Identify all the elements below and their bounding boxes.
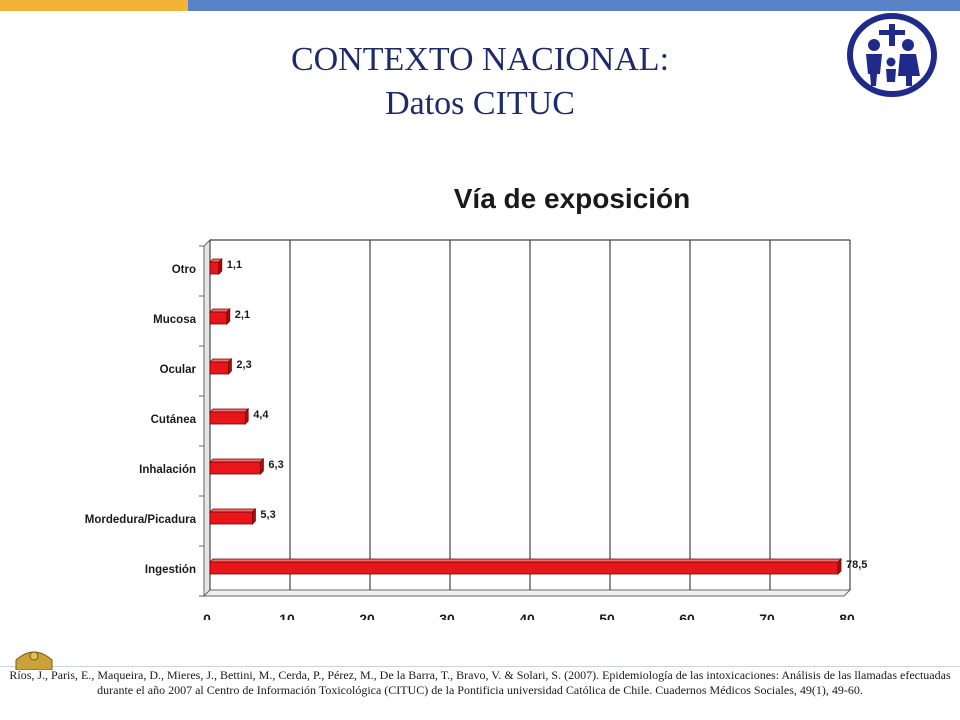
bar-side-face (252, 508, 256, 525)
citation-text: Ríos, J., Paris, E., Maqueira, D., Miere… (9, 668, 951, 697)
x-tick-label: 60 (679, 611, 695, 620)
x-tick-label: 40 (519, 611, 535, 620)
chart-bars (209, 258, 842, 575)
x-tick-label: 70 (759, 611, 775, 620)
category-label: Inhalación (139, 464, 196, 476)
bar-side-face (218, 258, 223, 275)
category-label: Cutánea (151, 414, 197, 426)
category-label: Otro (172, 264, 196, 276)
bar-side-face (244, 408, 249, 425)
chart-labels: 0 10 20 30 40 50 60 70 80 Otro 1,1 Mucosa 2,1 Ocular 2… (85, 259, 868, 620)
x-tick-label: 20 (359, 611, 375, 620)
bar-top-face (209, 558, 842, 563)
bar (209, 311, 228, 325)
bar-side-face (226, 308, 231, 325)
bar (209, 361, 229, 375)
bar-top-face (209, 508, 257, 513)
data-label: 1,1 (227, 259, 242, 271)
footer-divider (0, 666, 960, 667)
x-tick-label: 0 (203, 611, 211, 620)
x-tick-label: 50 (599, 611, 615, 620)
bar (209, 261, 220, 275)
data-label: 2,1 (235, 309, 250, 321)
chart-grid (199, 238, 852, 598)
family-church-logo-icon (847, 13, 937, 97)
crest-emblem-icon (15, 651, 53, 670)
data-label: 78,5 (846, 559, 867, 571)
top-accent-bar-gold (0, 0, 188, 11)
data-label: 6,3 (268, 459, 283, 471)
x-tick-label: 80 (839, 611, 855, 620)
bar (209, 411, 246, 425)
title-line-1: CONTEXTO NACIONAL: (290, 41, 670, 78)
top-accent-bar-blue (188, 0, 960, 11)
category-label: Ocular (160, 364, 197, 376)
category-label: Ingestión (145, 564, 196, 576)
bar-top-face (209, 408, 250, 413)
bar-side-face (837, 558, 842, 575)
x-tick-label: 10 (279, 611, 295, 620)
bar (209, 561, 839, 575)
bar-top-face (209, 458, 265, 463)
x-tick-label: 30 (439, 611, 455, 620)
bar (209, 511, 253, 525)
data-label: 4,4 (253, 409, 269, 421)
bar-side-face (260, 458, 264, 475)
data-label: 2,3 (236, 359, 251, 371)
chart-title: Vía de exposición (454, 183, 691, 214)
bar-side-face (228, 358, 232, 375)
chart-left-wall (203, 238, 211, 598)
exposure-route-chart: Vía de exposición 0 10 20 30 40 50 60 70 80 Otro 1… (85, 183, 868, 620)
bar-top-face (209, 358, 233, 363)
category-label: Mucosa (153, 314, 196, 326)
category-label: Mordedura/Picadura (85, 514, 197, 526)
chart-floor (202, 589, 852, 597)
bar (209, 461, 261, 475)
page-title: CONTEXTO NACIONAL: Datos CITUC (0, 38, 960, 126)
data-label: 5,3 (260, 509, 275, 521)
title-line-2: Datos CITUC (385, 85, 575, 122)
